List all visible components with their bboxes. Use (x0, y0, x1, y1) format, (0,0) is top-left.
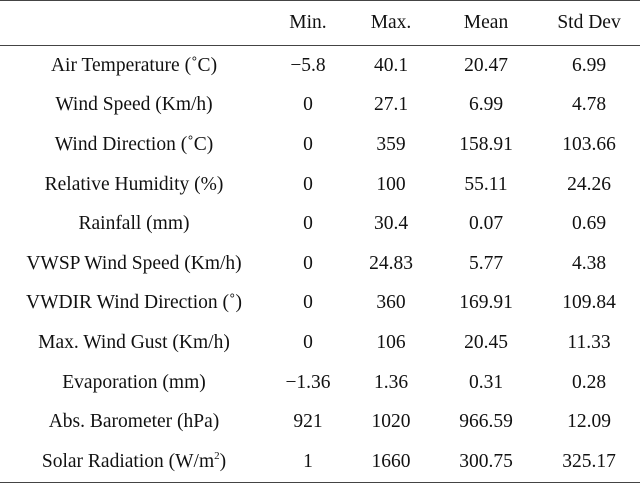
std-cell: 103.66 (562, 133, 616, 155)
param-cell: Solar Radiation (W/m2) (0, 441, 268, 483)
max-cell: 106 (376, 331, 406, 353)
min-cell: 0 (303, 331, 313, 353)
min-cell: 921 (293, 411, 323, 433)
table-row: Wind Direction (˚C) 0 359 158.91 103.66 (0, 125, 640, 165)
param-cell: Abs. Barometer (hPa) (48, 411, 220, 433)
param-cell: Wind Direction (˚C) (54, 133, 214, 155)
mean-cell: 55.11 (464, 173, 508, 195)
param-cell: Relative Humidity (%) (44, 173, 224, 195)
min-cell: 0 (303, 252, 313, 274)
max-cell: 27.1 (373, 94, 409, 116)
max-cell: 100 (376, 173, 406, 195)
std-cell: 24.26 (567, 173, 611, 195)
max-cell: 1020 (371, 411, 411, 433)
std-cell: 12.09 (567, 411, 611, 433)
std-cell: 325.17 (538, 441, 640, 483)
param-cell: Evaporation (mm) (62, 371, 206, 393)
table-row: Wind Speed (Km/h) 0 27.1 6.99 4.78 (0, 86, 640, 126)
table-row: Solar Radiation (W/m2) 1 1660 300.75 325… (0, 441, 640, 483)
max-cell: 1.36 (373, 371, 409, 393)
mean-cell: 0.07 (468, 213, 504, 235)
table-row: Max. Wind Gust (Km/h) 0 106 20.45 11.33 (0, 323, 640, 363)
header-std-dev: Std Dev (538, 0, 640, 46)
table-row: VWDIR Wind Direction (˚) 0 360 169.91 10… (0, 284, 640, 324)
max-cell: 1660 (348, 441, 434, 483)
max-cell: 359 (376, 133, 406, 155)
min-cell: 0 (303, 213, 313, 235)
mean-cell: 966.59 (459, 411, 513, 433)
mean-cell: 6.99 (468, 94, 504, 116)
mean-cell: 20.45 (464, 331, 508, 353)
header-row: Min. Max. Mean Std Dev (0, 0, 640, 46)
min-cell: 0 (303, 292, 313, 314)
std-cell: 109.84 (562, 292, 616, 314)
std-cell: 0.69 (571, 213, 607, 235)
std-cell: 11.33 (567, 331, 611, 353)
param-label: Solar Radiation (W/m (41, 450, 215, 472)
mean-cell: 5.77 (468, 252, 504, 274)
std-cell: 4.78 (571, 94, 607, 116)
param-label-tail: ) (219, 450, 227, 472)
table-row: Abs. Barometer (hPa) 921 1020 966.59 12.… (0, 402, 640, 442)
mean-cell: 158.91 (459, 133, 513, 155)
table-row: Evaporation (mm) −1.36 1.36 0.31 0.28 (0, 363, 640, 403)
min-cell: −1.36 (285, 371, 331, 393)
min-cell: 0 (303, 173, 313, 195)
header-parameter (0, 0, 268, 46)
mean-cell: 0.31 (468, 371, 504, 393)
std-cell: 6.99 (571, 54, 607, 76)
std-cell: 0.28 (571, 371, 607, 393)
table-row: Relative Humidity (%) 0 100 55.11 24.26 (0, 165, 640, 205)
table-row: VWSP Wind Speed (Km/h) 0 24.83 5.77 4.38 (0, 244, 640, 284)
param-cell: Max. Wind Gust (Km/h) (38, 331, 230, 353)
param-superscript: 2 (214, 449, 220, 462)
table-row: Rainfall (mm) 0 30.4 0.07 0.69 (0, 204, 640, 244)
header-max: Max. (348, 0, 434, 46)
max-cell: 24.83 (369, 252, 413, 274)
min-cell: 0 (303, 133, 313, 155)
max-cell: 40.1 (373, 54, 409, 76)
param-cell: VWSP Wind Speed (Km/h) (26, 252, 242, 274)
max-cell: 360 (376, 292, 406, 314)
min-cell: 0 (303, 94, 313, 116)
param-cell: VWDIR Wind Direction (˚) (25, 292, 242, 314)
param-cell: Rainfall (mm) (78, 213, 190, 235)
header-mean: Mean (434, 0, 538, 46)
mean-cell: 20.47 (464, 54, 508, 76)
mean-cell: 169.91 (459, 292, 513, 314)
table-row: Air Temperature (˚C) −5.8 40.1 20.47 6.9… (0, 46, 640, 86)
mean-cell: 300.75 (434, 441, 538, 483)
param-cell: Air Temperature (˚C) (50, 54, 218, 76)
min-cell: −5.8 (290, 54, 326, 76)
std-cell: 4.38 (571, 252, 607, 274)
param-cell: Wind Speed (Km/h) (55, 94, 213, 116)
header-min: Min. (268, 0, 348, 46)
min-cell: 1 (268, 441, 348, 483)
max-cell: 30.4 (373, 213, 409, 235)
